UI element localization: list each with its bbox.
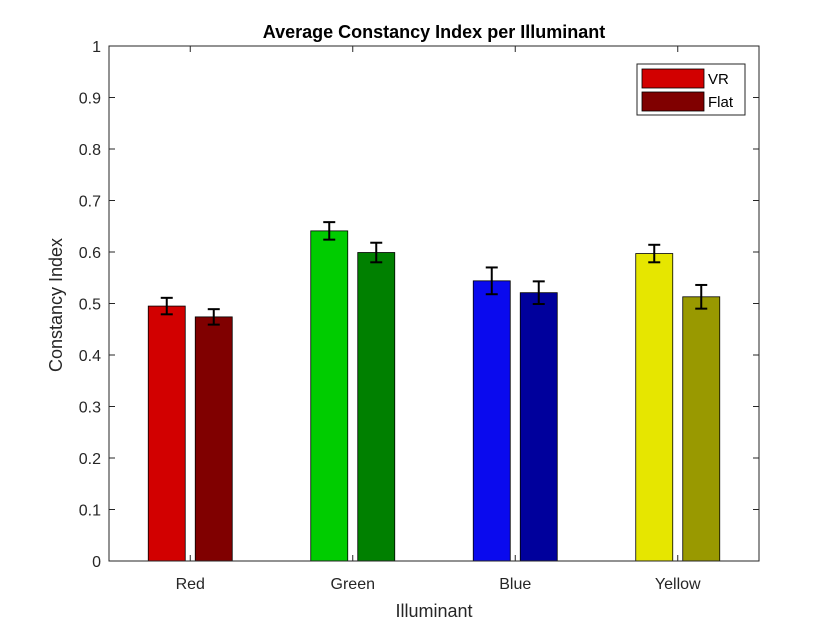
bar-blue-flat (519, 292, 558, 562)
plot-area: 0 0.1 0.2 0.3 0.4 0.5 0.6 0.7 0.8 0.9 1 Red Green Blu… (79, 39, 760, 593)
legend-swatch-vr (641, 68, 705, 89)
x-tick-label-yellow: Yellow (655, 576, 701, 593)
x-tick-label-green: Green (331, 576, 375, 593)
x-tick-label-red: Red (176, 576, 205, 593)
error-bar-green-flat (370, 241, 383, 264)
bar-red-vr (147, 305, 186, 562)
chart-title: Average Constancy Index per Illuminant (263, 22, 605, 42)
legend-swatch-flat (641, 91, 705, 112)
x-axis-title: Illuminant (395, 601, 472, 621)
legend-label-vr: VR (708, 71, 729, 88)
error-bar-yellow-flat (695, 283, 708, 310)
bar-green-flat (357, 252, 396, 562)
y-tick-label: 0.6 (79, 245, 101, 262)
error-bar-blue-vr (485, 266, 498, 296)
bar-red-flat (194, 316, 233, 562)
error-bar-yellow-vr (648, 243, 661, 264)
y-tick-label: 0 (92, 554, 101, 571)
bar-yellow-flat (682, 296, 721, 562)
y-tick-label: 0.9 (79, 91, 101, 108)
error-bar-red-vr (160, 296, 173, 316)
y-tick-label: 0.8 (79, 142, 101, 159)
legend: VR Flat (636, 63, 746, 116)
error-bar-green-vr (323, 221, 336, 241)
legend-label-flat: Flat (708, 94, 734, 111)
error-bar-blue-flat (532, 280, 545, 306)
y-tick-label: 1 (92, 39, 101, 56)
bar-blue-vr (472, 280, 511, 562)
y-tick-label: 0.7 (79, 194, 101, 211)
bar-green-vr (310, 230, 349, 562)
y-tick-label: 0.5 (79, 297, 101, 314)
error-bar-red-flat (207, 308, 220, 326)
y-tick-label: 0.4 (79, 348, 101, 365)
y-axis-title: Constancy Index (46, 238, 66, 372)
y-tick-label: 0.3 (79, 400, 101, 417)
y-tick-label: 0.1 (79, 503, 101, 520)
y-tick-label: 0.2 (79, 451, 101, 468)
bar-yellow-vr (635, 253, 674, 562)
x-tick-label-blue: Blue (499, 576, 531, 593)
